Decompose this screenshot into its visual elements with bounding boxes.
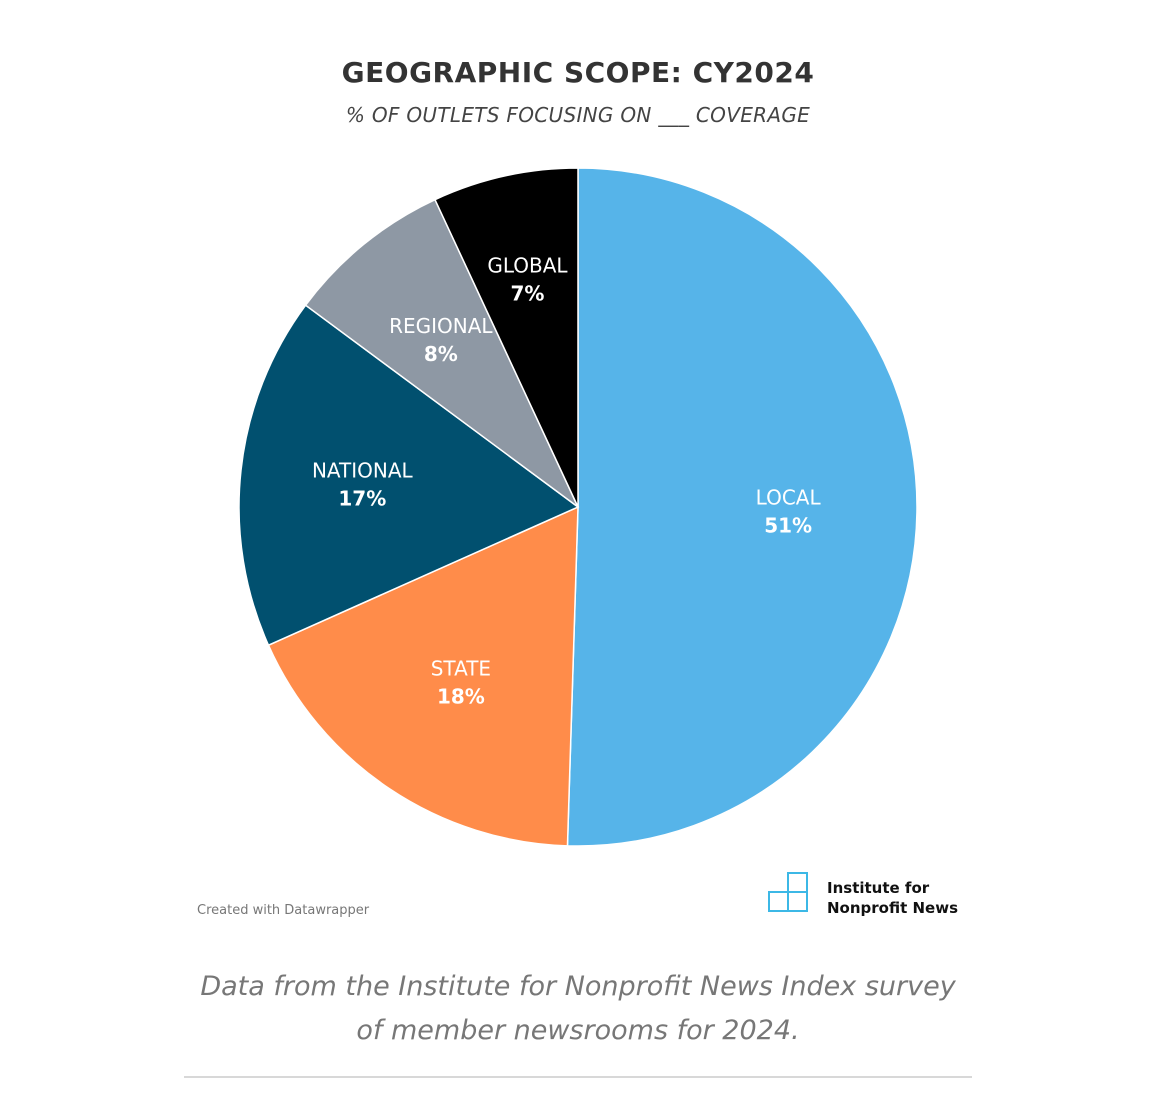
caption-line-1: Data from the Institute for Nonprofit Ne… (200, 971, 956, 1002)
slice-value-local: 51% (764, 513, 812, 537)
pie-slice-local (566, 167, 918, 847)
chart-title: GEOGRAPHIC SCOPE: CY2024 (341, 56, 815, 89)
slice-label-local: LOCAL (756, 485, 822, 509)
pie-slice-global (434, 167, 579, 508)
pie-slice-state (267, 505, 579, 847)
slice-label-global: GLOBAL (487, 254, 568, 278)
caption-line-2: of member newsrooms for 2024. (356, 1015, 800, 1046)
inn-logo-text: Institute for Nonprofit News (827, 878, 987, 918)
divider (184, 1076, 972, 1078)
slice-value-regional: 8% (424, 342, 458, 366)
slice-label-regional: REGIONAL (389, 314, 493, 338)
slice-value-state: 18% (437, 685, 485, 709)
chart-subtitle: % OF OUTLETS FOCUSING ON ___ COVERAGE (345, 103, 811, 127)
pie-slice-national (238, 304, 580, 647)
slice-label-national: NATIONAL (312, 458, 414, 482)
logo-line-2: Nonprofit News (827, 899, 959, 917)
logo-line-1: Institute for (827, 879, 930, 897)
pie-slice-regional (304, 198, 579, 508)
pie-chart: LOCAL 51% STATE 18% NATIONAL 17% REGIONAL 8% GLO… (238, 167, 918, 847)
figure-caption: Data from the Institute for Nonprofit Ne… (0, 965, 1156, 1053)
slice-value-global: 7% (510, 282, 544, 306)
inn-logo-icon (768, 872, 808, 912)
slice-label-state: STATE (431, 657, 491, 681)
slice-value-national: 17% (338, 486, 386, 510)
datawrapper-credit[interactable]: Created with Datawrapper (197, 903, 370, 918)
